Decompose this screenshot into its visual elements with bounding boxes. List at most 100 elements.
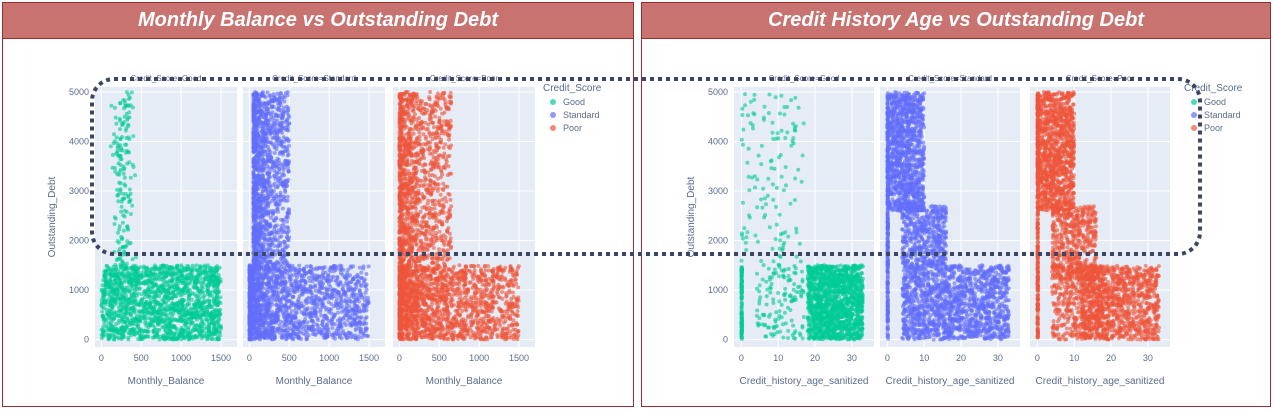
data-point [359, 270, 364, 275]
data-point [262, 236, 266, 241]
data-point [284, 313, 289, 318]
data-point [160, 271, 165, 275]
x-tick-label: 500 [134, 353, 149, 363]
data-point [265, 281, 270, 286]
data-point [277, 128, 282, 133]
data-point [320, 291, 324, 296]
data-point [163, 308, 168, 313]
data-point [173, 326, 178, 331]
data-point [280, 218, 285, 223]
data-point [259, 294, 264, 299]
data-point [126, 122, 131, 127]
data-point [186, 264, 191, 269]
y-tick-label: 5000 [69, 87, 89, 97]
data-point [352, 299, 357, 304]
data-point [157, 337, 162, 342]
data-point [342, 321, 347, 326]
data-point [110, 165, 115, 170]
data-point [270, 211, 275, 216]
data-point [347, 331, 352, 336]
data-point [208, 265, 212, 270]
data-point [261, 224, 266, 229]
data-point [168, 331, 173, 336]
data-point [265, 90, 270, 95]
data-point [254, 141, 259, 146]
data-point [174, 272, 178, 277]
data-point [125, 224, 130, 229]
data-point [348, 264, 353, 269]
data-point [274, 170, 279, 175]
data-point [171, 272, 175, 277]
data-point [365, 333, 369, 338]
data-point [146, 316, 151, 321]
data-point [272, 151, 277, 155]
data-point [282, 109, 287, 114]
data-point [303, 289, 308, 294]
data-point [353, 328, 358, 332]
data-point [364, 326, 369, 331]
data-point [248, 265, 252, 270]
data-point [276, 326, 281, 331]
data-point [326, 327, 331, 332]
data-point [118, 153, 123, 158]
data-point [129, 284, 134, 289]
data-point [328, 269, 333, 274]
data-point [209, 337, 214, 342]
data-point [269, 230, 274, 235]
data-point [269, 321, 274, 325]
facet-title: Credit_Score=Good [131, 74, 202, 83]
data-point [177, 300, 181, 305]
data-point [319, 313, 324, 318]
data-point [258, 256, 263, 261]
data-point [298, 330, 303, 335]
data-point [99, 336, 104, 341]
data-point [180, 302, 185, 307]
data-point [258, 289, 263, 294]
data-point [113, 115, 118, 120]
data-point [122, 166, 127, 171]
data-point [114, 121, 119, 126]
data-point [248, 273, 252, 278]
data-point [271, 271, 276, 276]
data-point [112, 249, 117, 254]
data-point [272, 143, 277, 148]
data-point [330, 332, 335, 337]
data-point [306, 295, 311, 300]
data-point [271, 92, 276, 97]
data-point [147, 288, 152, 293]
data-point [268, 159, 273, 163]
data-point [257, 96, 262, 101]
data-point [284, 308, 289, 313]
data-point [138, 314, 143, 319]
data-point [192, 292, 197, 297]
data-point [130, 203, 135, 208]
data-point [174, 330, 179, 335]
data-point [142, 289, 147, 294]
data-point [311, 328, 316, 333]
x-axis-title: Monthly_Balance [426, 376, 503, 387]
x-tick-label: 1000 [319, 353, 339, 363]
data-point [260, 214, 265, 218]
data-point [166, 280, 170, 285]
data-point [294, 303, 298, 307]
data-point [262, 195, 267, 200]
data-point [275, 91, 280, 96]
data-point [121, 228, 126, 233]
data-point [251, 251, 256, 256]
data-point [251, 258, 256, 263]
data-point [247, 287, 252, 291]
data-point [189, 277, 194, 282]
data-point [279, 279, 284, 284]
data-point [171, 311, 176, 316]
data-point [260, 277, 265, 282]
data-point [121, 276, 126, 281]
data-point [296, 299, 301, 304]
data-point [268, 236, 273, 241]
data-point [154, 290, 159, 295]
data-point [126, 96, 131, 101]
data-point [212, 302, 217, 307]
data-point [325, 291, 330, 296]
data-point [264, 315, 268, 320]
data-point [162, 275, 167, 279]
data-point [283, 295, 288, 300]
